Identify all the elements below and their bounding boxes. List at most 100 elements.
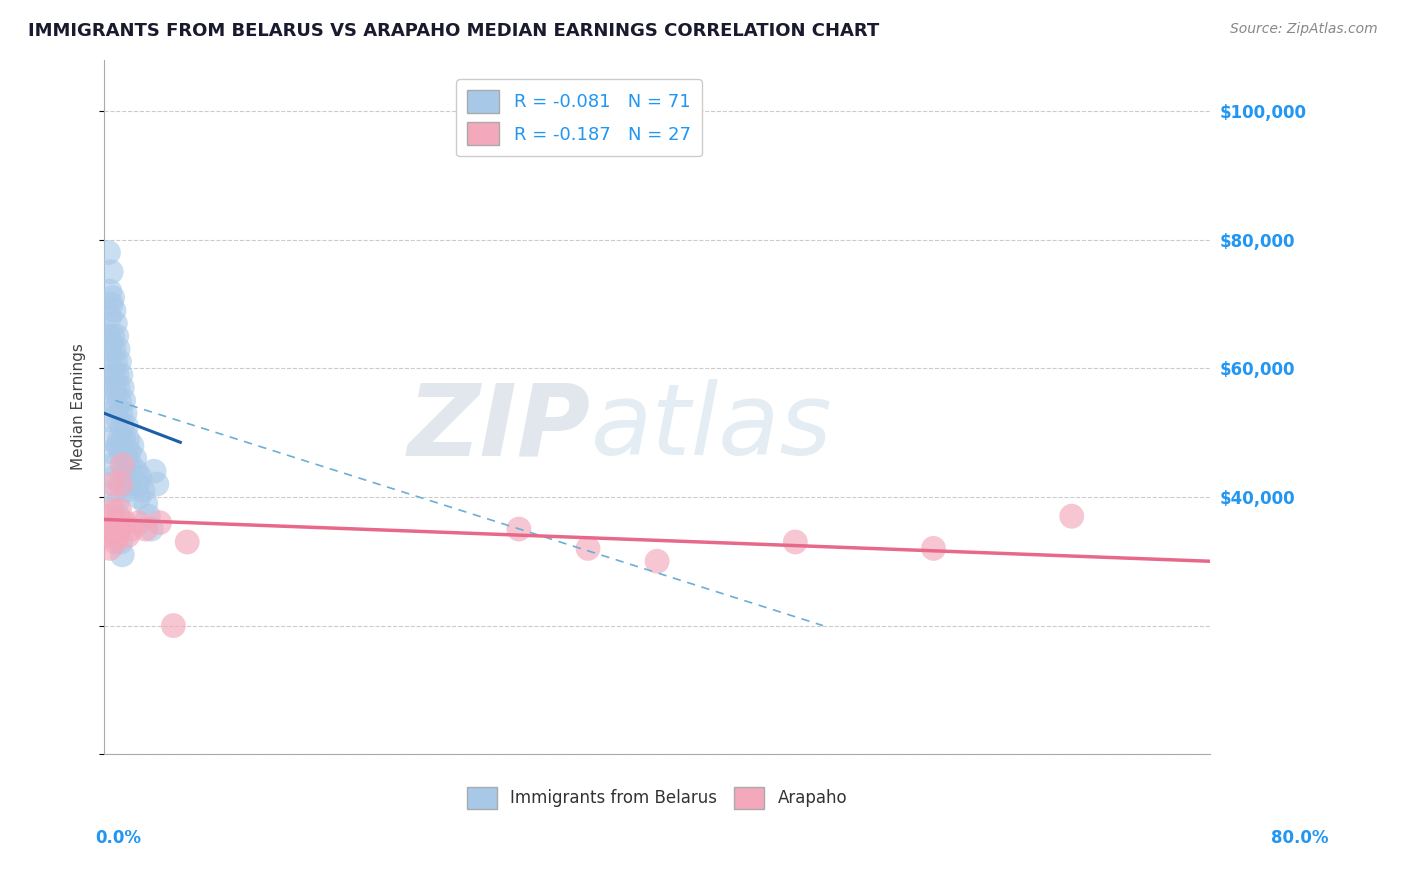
Point bbox=[135, 522, 157, 536]
Point bbox=[110, 406, 132, 420]
Point bbox=[114, 516, 136, 530]
Point bbox=[100, 522, 122, 536]
Point bbox=[104, 355, 127, 369]
Point bbox=[117, 432, 139, 446]
Point bbox=[785, 535, 807, 549]
Point bbox=[146, 477, 169, 491]
Point bbox=[143, 464, 166, 478]
Point bbox=[98, 432, 121, 446]
Point bbox=[104, 316, 127, 330]
Point bbox=[135, 496, 157, 510]
Point bbox=[105, 368, 128, 382]
Point bbox=[107, 342, 129, 356]
Point bbox=[98, 342, 121, 356]
Point bbox=[100, 445, 122, 459]
Point bbox=[101, 477, 124, 491]
Point bbox=[103, 522, 125, 536]
Point bbox=[98, 310, 121, 324]
Point bbox=[132, 483, 155, 498]
Point bbox=[107, 381, 129, 395]
Point bbox=[110, 368, 132, 382]
Point bbox=[508, 522, 530, 536]
Point bbox=[100, 361, 122, 376]
Point bbox=[121, 470, 143, 484]
Point bbox=[107, 528, 129, 542]
Point bbox=[101, 503, 124, 517]
Point bbox=[105, 400, 128, 414]
Point bbox=[576, 541, 599, 556]
Legend: Immigrants from Belarus, Arapaho: Immigrants from Belarus, Arapaho bbox=[460, 780, 853, 815]
Point bbox=[1060, 509, 1083, 524]
Point bbox=[138, 509, 160, 524]
Point bbox=[108, 432, 131, 446]
Point bbox=[98, 284, 121, 298]
Point bbox=[105, 516, 128, 530]
Point bbox=[111, 548, 134, 562]
Point bbox=[107, 509, 129, 524]
Text: 0.0%: 0.0% bbox=[96, 829, 142, 847]
Point bbox=[117, 528, 139, 542]
Point bbox=[120, 458, 142, 472]
Point bbox=[111, 419, 134, 434]
Point bbox=[110, 445, 132, 459]
Text: ZIP: ZIP bbox=[408, 379, 591, 476]
Point bbox=[97, 245, 120, 260]
Point bbox=[103, 303, 125, 318]
Point bbox=[97, 329, 120, 343]
Point bbox=[141, 522, 163, 536]
Point bbox=[127, 477, 149, 491]
Point bbox=[112, 432, 135, 446]
Point bbox=[101, 368, 124, 382]
Point bbox=[115, 483, 138, 498]
Point bbox=[101, 291, 124, 305]
Point bbox=[97, 413, 120, 427]
Point bbox=[112, 393, 135, 408]
Point bbox=[128, 516, 150, 530]
Text: 80.0%: 80.0% bbox=[1271, 829, 1329, 847]
Y-axis label: Median Earnings: Median Earnings bbox=[72, 343, 86, 470]
Point bbox=[118, 445, 141, 459]
Point bbox=[98, 541, 121, 556]
Point bbox=[114, 445, 136, 459]
Point bbox=[121, 438, 143, 452]
Point bbox=[922, 541, 945, 556]
Point bbox=[108, 522, 131, 536]
Point bbox=[103, 381, 125, 395]
Point bbox=[115, 451, 138, 466]
Point bbox=[100, 335, 122, 350]
Point bbox=[117, 464, 139, 478]
Point bbox=[107, 413, 129, 427]
Point bbox=[100, 393, 122, 408]
Point bbox=[96, 381, 118, 395]
Point bbox=[162, 618, 184, 632]
Point bbox=[110, 477, 132, 491]
Point bbox=[115, 419, 138, 434]
Point bbox=[105, 496, 128, 510]
Point bbox=[125, 464, 148, 478]
Point bbox=[176, 535, 198, 549]
Point bbox=[97, 509, 120, 524]
Text: atlas: atlas bbox=[591, 379, 832, 476]
Point bbox=[108, 393, 131, 408]
Point bbox=[103, 470, 125, 484]
Point bbox=[100, 297, 122, 311]
Point bbox=[104, 483, 127, 498]
Point bbox=[129, 470, 152, 484]
Point bbox=[108, 503, 131, 517]
Point bbox=[110, 535, 132, 549]
Point bbox=[128, 490, 150, 504]
Point bbox=[101, 329, 124, 343]
Point bbox=[124, 451, 146, 466]
Point bbox=[112, 464, 135, 478]
Point bbox=[121, 522, 143, 536]
Point bbox=[148, 516, 170, 530]
Point bbox=[101, 458, 124, 472]
Point bbox=[104, 535, 127, 549]
Point bbox=[100, 265, 122, 279]
Point bbox=[108, 355, 131, 369]
Point bbox=[111, 458, 134, 472]
Point bbox=[645, 554, 668, 568]
Point bbox=[114, 406, 136, 420]
Point bbox=[111, 381, 134, 395]
Point bbox=[103, 342, 125, 356]
